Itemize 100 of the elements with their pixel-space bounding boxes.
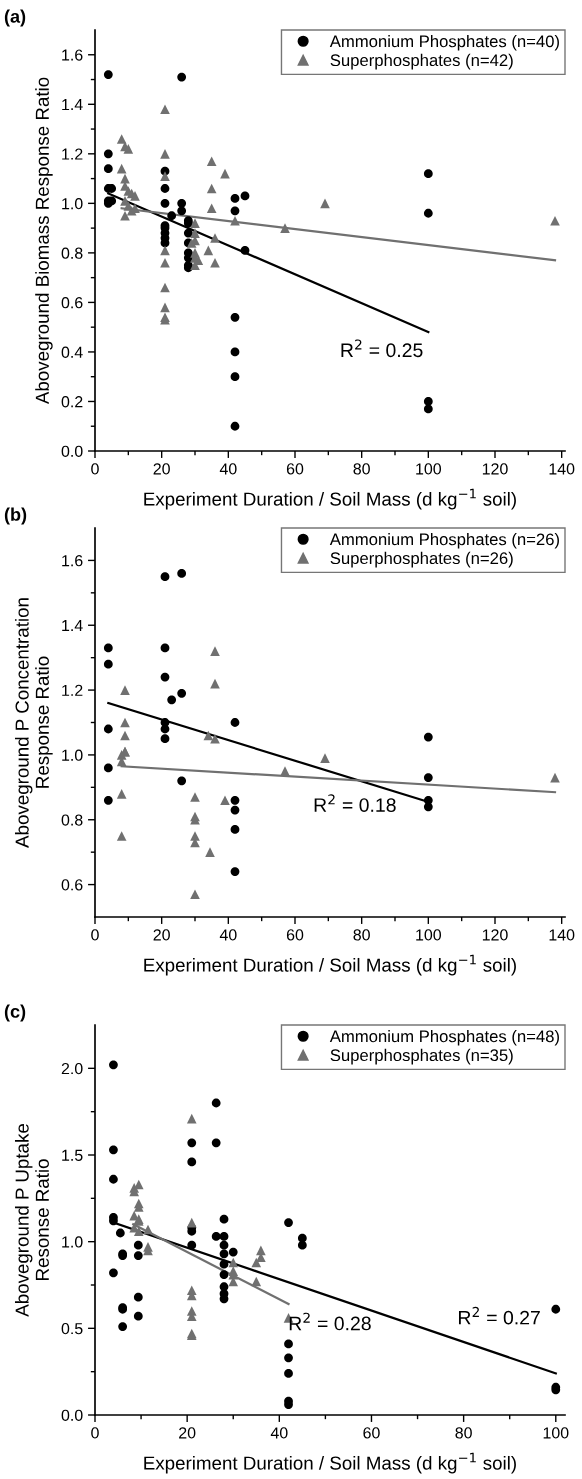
point (183, 228, 193, 238)
point (120, 685, 130, 695)
point (160, 643, 170, 653)
point (219, 1270, 229, 1279)
point (320, 753, 330, 763)
point (160, 672, 170, 682)
y-tick-label: 0.5 (61, 1322, 83, 1335)
point (103, 724, 113, 734)
point (190, 889, 200, 900)
point (211, 1138, 221, 1148)
point (167, 695, 177, 705)
point (230, 372, 240, 382)
y-tick-label: 1.2 (62, 148, 83, 160)
point (423, 169, 433, 179)
y-tick-label: 0.6 (61, 297, 83, 309)
x-tick-label: 120 (482, 929, 508, 941)
point (206, 203, 217, 214)
point (284, 1339, 293, 1349)
point (186, 1217, 197, 1228)
x-tick-label: 0 (91, 929, 99, 941)
y-tick-label: 0.0 (61, 445, 83, 457)
point (160, 171, 170, 181)
x-tick-label: 140 (549, 463, 575, 475)
point (177, 568, 187, 578)
point (133, 1251, 143, 1260)
point (219, 1232, 229, 1241)
y-tick-label: 0.2 (61, 396, 83, 408)
x-tick-label: 20 (153, 929, 170, 941)
point (160, 724, 170, 734)
y-tick-label: 1.6 (62, 555, 83, 567)
y-tick-label: 0.8 (61, 814, 83, 826)
point (210, 233, 220, 243)
x-tick-label: 140 (549, 929, 575, 941)
point (211, 1098, 221, 1108)
chart-title: (c) (4, 1004, 26, 1022)
point (103, 795, 113, 805)
point (177, 72, 187, 82)
point (103, 643, 113, 653)
point (220, 795, 230, 806)
legend-label: Ammonium Phosphates (n=26) (329, 533, 559, 549)
chart-title: (a) (4, 9, 26, 27)
x-tick-label: 40 (219, 463, 237, 475)
point (284, 1353, 293, 1363)
y-tick-label: 0.8 (61, 247, 83, 259)
point (116, 134, 127, 144)
point (219, 1214, 229, 1224)
point (280, 766, 290, 776)
point (210, 733, 220, 744)
point (177, 688, 187, 698)
point (103, 164, 113, 174)
legend-label: Superphosphates (n=26) (330, 551, 513, 568)
point (228, 1247, 238, 1257)
point (211, 1232, 221, 1241)
x-tick-label: 0 (91, 1427, 99, 1439)
point (203, 730, 214, 741)
point (423, 397, 433, 406)
chart-title: (b) (4, 507, 27, 525)
point (228, 1257, 239, 1268)
point (219, 1249, 229, 1259)
point (103, 763, 113, 773)
x-axis-title: Experiment Duration / Soil Mass (d kg$^{−1}$ soil) (144, 954, 516, 976)
legend-label: Superphosphates (n=35) (330, 1048, 513, 1065)
legend-label: Ammonium Phosphates (n=40) (329, 35, 559, 51)
point (423, 802, 433, 812)
point (115, 1228, 125, 1238)
point (240, 246, 250, 255)
point (133, 1311, 143, 1321)
point (230, 805, 240, 815)
y-tick-label: 0.0 (61, 1409, 83, 1421)
legend-label: Ammonium Phosphates (n=48) (329, 1030, 559, 1046)
point (167, 211, 177, 221)
point (190, 228, 200, 238)
point (160, 572, 170, 582)
point (280, 223, 290, 233)
point (297, 1240, 307, 1250)
y-tick-label: 0.6 (61, 879, 83, 891)
x-tick-label: 100 (416, 463, 442, 475)
point (210, 646, 220, 656)
y-axis-title: Aboveground Biomass Response Ratio (35, 77, 53, 405)
point (206, 156, 217, 167)
point (160, 734, 170, 744)
y-axis-title: Aboveground P Concentration Response Ratio (14, 598, 53, 848)
point (423, 208, 433, 218)
point (186, 1113, 197, 1124)
point (116, 831, 127, 841)
x-tick-label: 80 (353, 463, 370, 475)
point (187, 1157, 197, 1167)
point (160, 184, 170, 193)
x-tick-label: 20 (179, 1427, 196, 1439)
point (123, 144, 134, 154)
point (133, 1240, 143, 1250)
x-tick-label: 120 (482, 463, 508, 475)
annotation: R$^{2}$ = 0.18 (314, 794, 396, 812)
y-tick-label: 1.0 (62, 197, 83, 210)
point (219, 1259, 229, 1269)
point (210, 257, 220, 268)
point (240, 191, 250, 201)
point (160, 198, 170, 208)
y-tick-label: 1.0 (62, 749, 83, 761)
point (160, 104, 170, 115)
